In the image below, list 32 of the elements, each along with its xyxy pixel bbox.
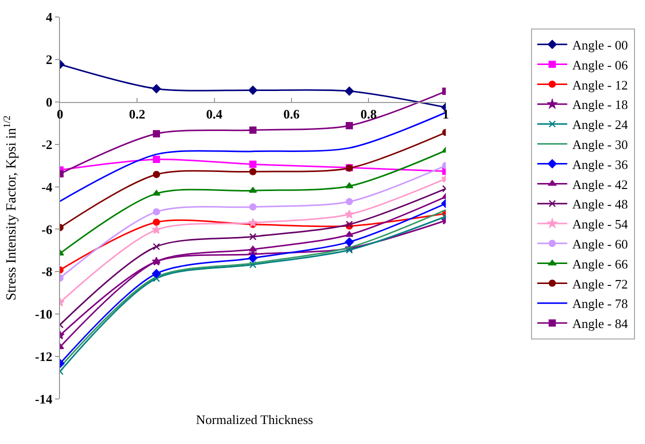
y-tick-label: -14 <box>35 392 53 407</box>
y-tick-label: -12 <box>35 349 52 364</box>
legend-label: Angle - 18 <box>572 97 628 112</box>
legend-label: Angle - 60 <box>572 236 628 252</box>
legend-label: Angle - 00 <box>572 37 628 52</box>
y-tick-label: -2 <box>42 136 52 152</box>
y-tick-label: 4 <box>46 10 53 25</box>
x-tick-label: 0.6 <box>283 106 300 122</box>
x-tick-label: 0.2 <box>129 106 146 122</box>
legend-label: Angle - 12 <box>572 77 628 92</box>
y-tick-label: -6 <box>42 222 53 237</box>
y-tick-label: -10 <box>35 306 52 322</box>
y-tick-label: 0 <box>46 94 52 110</box>
legend-label: Angle - 84 <box>572 316 628 332</box>
x-tick-label: 0.4 <box>206 106 223 122</box>
legend-label: Angle - 48 <box>572 196 628 212</box>
legend-label: Angle - 72 <box>572 276 628 292</box>
y-tick-label: -8 <box>42 264 53 280</box>
legend-label: Angle - 42 <box>572 176 628 192</box>
legend-label: Angle - 54 <box>572 216 628 232</box>
y-tick-label: 2 <box>46 52 52 67</box>
x-tick-label: 1 <box>442 106 450 122</box>
y-tick-label: -4 <box>42 179 53 194</box>
legend-label: Angle - 24 <box>572 117 628 132</box>
x-tick-label: 0 <box>56 106 64 122</box>
x-tick-label: 0.8 <box>360 106 378 122</box>
legend-label: Angle - 66 <box>572 256 628 272</box>
legend-label: Angle - 06 <box>572 57 628 72</box>
legend-label: Angle - 78 <box>572 296 628 312</box>
x-axis-title: Normalized Thickness <box>196 412 314 427</box>
legend-label: Angle - 36 <box>572 156 628 172</box>
legend-label: Angle - 30 <box>572 136 628 152</box>
